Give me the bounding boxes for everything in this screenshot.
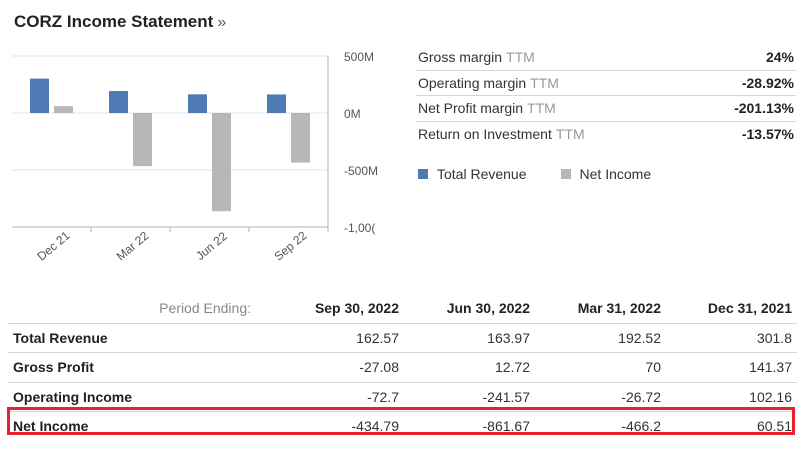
ratio-ttm: TTM (506, 49, 535, 66)
table-cell: -27.08 (273, 352, 404, 382)
table-cell: 162.57 (273, 322, 404, 353)
row-label: Operating Income (8, 381, 273, 412)
bar-total-revenue (30, 78, 49, 113)
table-cell: 12.72 (404, 352, 535, 382)
legend-label: Total Revenue (437, 166, 527, 182)
table-cell: 102.16 (666, 381, 797, 412)
legend-swatch (418, 169, 428, 179)
y-tick-label: 500M (344, 50, 374, 64)
column-header: Dec 31, 2021 (707, 300, 792, 317)
bar-net-income (54, 106, 73, 113)
table-row: Total Revenue 162.57 163.97 192.52 301.8 (8, 322, 797, 353)
title-text: CORZ Income Statement (14, 12, 214, 31)
table-cell: -26.72 (535, 381, 666, 412)
ratio-row: Net Profit margin TTM -201.13% (416, 95, 796, 122)
bar-total-revenue (188, 94, 207, 113)
ratio-ttm: TTM (527, 100, 556, 117)
ratio-value: -13.57% (741, 125, 794, 142)
x-tick-label: Jun 22 (193, 229, 230, 263)
bar-net-income (291, 113, 310, 163)
bar-total-revenue (109, 91, 128, 113)
bar-total-revenue (267, 94, 286, 113)
ratio-label: Return on Investment (418, 125, 552, 142)
column-header: Jun 30, 2022 (446, 300, 530, 317)
table-cell: 141.37 (666, 352, 797, 382)
ratios-table: Gross margin TTM 24% Operating margin TTM … (416, 45, 796, 146)
ratio-value: -28.92% (692, 70, 796, 96)
ratio-label: Operating margin (418, 74, 527, 91)
x-tick-label: Sep 22 (271, 228, 309, 263)
table-row-net-income: Net Income -434.79 -861.67 -466.2 60.51 (8, 411, 797, 441)
table-cell: -241.57 (404, 381, 535, 412)
bar-net-income (133, 113, 152, 167)
table-row: Gross Profit -27.08 12.72 70 141.37 (8, 352, 797, 382)
table-row: Operating Income -72.7 -241.57 -26.72 10… (8, 381, 797, 412)
y-tick-label: -1,00( (344, 221, 375, 235)
ratio-row: Operating margin TTM -28.92% (416, 70, 796, 96)
chart-legend: Total Revenue Net Income (418, 166, 685, 182)
column-header: Sep 30, 2022 (314, 300, 399, 317)
row-label: Total Revenue (8, 322, 273, 353)
table-cell: 70 (535, 352, 666, 382)
table-cell: 60.51 (666, 411, 797, 441)
legend-swatch (560, 169, 571, 179)
table-cell: 192.52 (535, 322, 666, 353)
table-cell: 163.97 (404, 322, 535, 353)
column-header: Mar 31, 2022 (577, 300, 661, 317)
table-cell: -72.7 (273, 381, 404, 412)
table-cell: 301.8 (666, 322, 797, 353)
table-cell: -434.79 (273, 411, 404, 441)
table-header-row: Period Ending: Sep 30, 2022 Jun 30, 2022… (8, 294, 797, 323)
legend-item-total-revenue[interactable]: Total Revenue (418, 166, 527, 182)
income-bar-chart: 500M 0M -500Μ -1,00( Dec 21 Mar 22 Jun 22 Sep 2… (12, 50, 378, 264)
ratio-row: Gross margin TTM 24% (416, 45, 796, 71)
row-label: Net Income (8, 411, 273, 441)
x-tick-label: Dec 21 (34, 228, 72, 263)
legend-label: Net Income (579, 166, 652, 182)
y-tick-label: -500Μ (344, 164, 378, 178)
ratio-label: Net Profit margin (418, 100, 524, 117)
row-label: Gross Profit (8, 352, 273, 382)
ratio-ttm: TTM (530, 74, 559, 91)
ratio-ttm: TTM (555, 125, 585, 142)
title-link-arrow[interactable]: » (217, 14, 227, 31)
ratio-row: Return on Investment TTM -13.57% (416, 121, 796, 146)
legend-item-net-income[interactable]: Net Income (560, 166, 652, 182)
y-tick-label: 0M (344, 107, 361, 121)
table-cell: -466.2 (535, 411, 666, 441)
x-tick-label: Mar 22 (114, 228, 152, 263)
ratio-label: Gross margin (418, 49, 503, 66)
table-cell: -861.67 (404, 411, 535, 441)
ratio-value: -201.13% (692, 95, 796, 122)
page-title: CORZ Income Statement» (14, 12, 226, 32)
bar-net-income (212, 113, 231, 212)
income-statement-table: Period Ending: Sep 30, 2022 Jun 30, 2022… (8, 294, 797, 441)
ratio-value: 24% (692, 45, 796, 71)
period-ending-label: Period Ending: (159, 300, 251, 317)
